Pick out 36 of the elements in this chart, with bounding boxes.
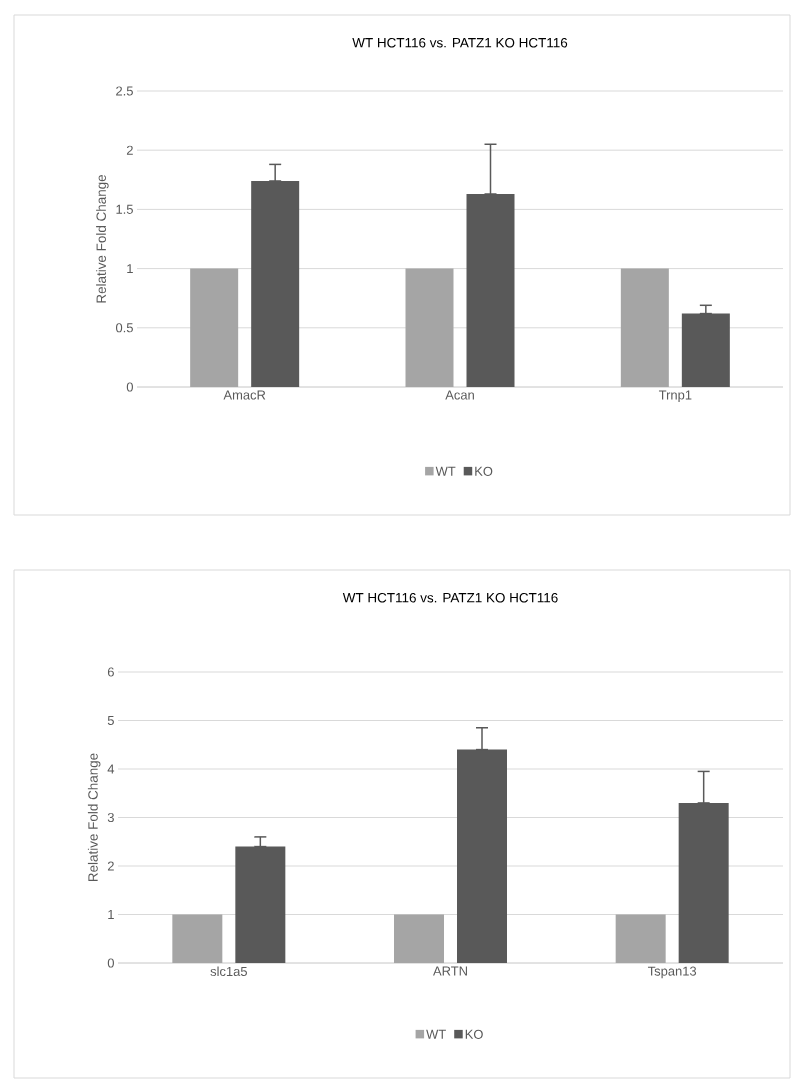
x-tick-label: ARTN — [433, 966, 467, 976]
y-tick-label: 0 — [107, 958, 114, 968]
bar — [394, 914, 444, 963]
bar — [251, 180, 300, 387]
bar — [678, 802, 729, 963]
bar — [172, 914, 223, 963]
y-axis-title: Relative Fold Change — [87, 753, 101, 882]
legend-label: WT — [426, 1029, 446, 1039]
y-tick-label: 2 — [107, 861, 114, 871]
legend-label: WT — [435, 466, 456, 476]
y-tick-label: 6 — [107, 667, 114, 677]
y-tick-label: 1.5 — [116, 204, 133, 214]
y-tick-label: 4 — [107, 764, 115, 774]
y-tick-label: 1 — [108, 910, 114, 919]
y-tick-label: 5 — [107, 715, 114, 726]
x-tick-label: Trnp1 — [658, 390, 692, 403]
y-tick-label: 0 — [126, 382, 133, 392]
y-tick-label: 2 — [126, 145, 133, 155]
y-tick-label: 0.5 — [115, 323, 133, 333]
chart-title: WT HCT116 vs. PATZ1 KO HCT116 — [352, 37, 568, 48]
chart-title: WT HCT116 vs. PATZ1 KO HCT116 — [342, 592, 558, 603]
y-tick-label: 1 — [127, 264, 133, 274]
x-tick-label: Acan — [445, 390, 474, 400]
x-tick-label: Tspan13 — [647, 966, 697, 979]
y-axis-title: Relative Fold Change — [96, 174, 109, 303]
bar — [405, 268, 454, 387]
bar — [190, 268, 239, 387]
x-tick-label: slc1a5 — [210, 966, 247, 977]
y-tick-label: 2.5 — [116, 86, 133, 96]
legend-label: KO — [465, 1029, 483, 1039]
legend-label: KO — [475, 466, 493, 476]
bar — [620, 268, 669, 387]
x-tick-label: AmacR — [223, 390, 266, 400]
y-tick-label: 3 — [107, 812, 114, 823]
bar — [466, 194, 515, 387]
bar — [615, 914, 666, 963]
